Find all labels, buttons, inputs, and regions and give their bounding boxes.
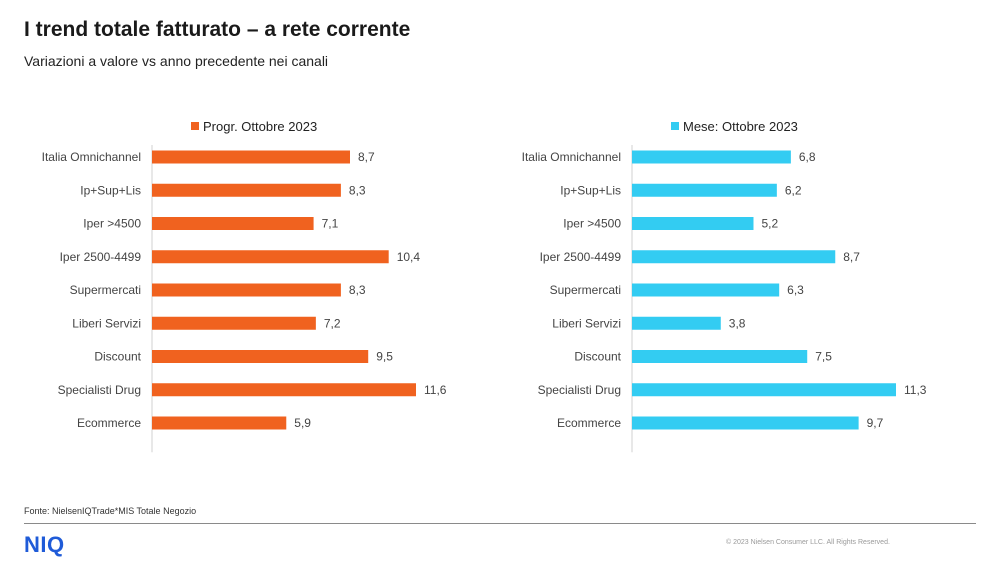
progressive-category-label: Specialisti Drug xyxy=(58,383,141,397)
month-bar xyxy=(632,250,836,264)
progressive-bar xyxy=(152,183,341,197)
month-value-label: 6,8 xyxy=(799,150,816,164)
progressive-value-label: 5,9 xyxy=(294,416,311,430)
progressive-value-label: 7,2 xyxy=(324,316,341,330)
month-bar xyxy=(632,350,808,363)
page-title: I trend totale fatturato – a rete corren… xyxy=(24,18,411,41)
month-bar xyxy=(632,316,721,330)
progressive-value-label: 8,7 xyxy=(358,150,375,164)
chart-progressive-svg: Progr. Ottobre 2023 Italia Omnichannel 8,7… xyxy=(42,119,447,453)
progressive-bar xyxy=(152,217,314,230)
progressive-bar xyxy=(152,416,287,430)
month-value-label: 11,3 xyxy=(904,383,927,397)
month-legend-swatch xyxy=(671,122,679,130)
month-value-label: 3,8 xyxy=(729,316,746,330)
month-bar xyxy=(632,416,859,430)
month-category-label: Iper 2500-4499 xyxy=(540,250,622,264)
month-bar xyxy=(632,217,754,230)
progressive-value-label: 7,1 xyxy=(322,217,339,231)
month-value-label: 7,5 xyxy=(815,350,832,364)
progressive-bar xyxy=(152,316,316,330)
source-note: Fonte: NielsenIQTrade*MIS Totale Negozio xyxy=(24,506,197,516)
month-category-label: Discount xyxy=(574,350,621,364)
page-subtitle: Variazioni a valore vs anno precedente n… xyxy=(24,53,329,69)
month-bar xyxy=(632,150,791,164)
month-bar xyxy=(632,183,777,197)
progressive-legend-label: Progr. Ottobre 2023 xyxy=(203,119,317,134)
progressive-bar xyxy=(152,350,369,363)
progressive-category-label: Iper 2500-4499 xyxy=(60,250,142,264)
copyright-note: © 2023 Nielsen Consumer LLC. All Rights … xyxy=(726,539,890,546)
month-legend-label: Mese: Ottobre 2023 xyxy=(683,119,798,134)
progressive-bar xyxy=(152,250,389,264)
month-category-label: Ecommerce xyxy=(557,416,621,430)
month-bar xyxy=(632,383,896,397)
month-category-label: Ip+Sup+Lis xyxy=(560,183,621,197)
progressive-bar xyxy=(152,383,416,397)
progressive-bar xyxy=(152,150,350,164)
niq-logo: NIQ xyxy=(24,532,65,557)
month-category-label: Supermercati xyxy=(550,283,621,297)
month-value-label: 8,7 xyxy=(843,250,860,264)
progressive-value-label: 8,3 xyxy=(349,283,366,297)
progressive-value-label: 8,3 xyxy=(349,183,366,197)
progressive-category-label: Ecommerce xyxy=(77,416,141,430)
month-category-label: Iper >4500 xyxy=(563,217,621,231)
month-value-label: 6,3 xyxy=(787,283,804,297)
month-category-label: Liberi Servizi xyxy=(552,316,621,330)
progressive-category-label: Ip+Sup+Lis xyxy=(80,183,141,197)
progressive-legend-swatch xyxy=(191,122,199,130)
progressive-category-label: Supermercati xyxy=(70,283,141,297)
month-category-label: Specialisti Drug xyxy=(538,383,621,397)
progressive-category-label: Liberi Servizi xyxy=(72,316,141,330)
footer-divider xyxy=(24,523,976,524)
progressive-value-label: 10,4 xyxy=(397,250,421,264)
progressive-bar xyxy=(152,283,341,297)
month-value-label: 5,2 xyxy=(761,217,778,231)
progressive-category-label: Discount xyxy=(94,350,141,364)
progressive-category-label: Iper >4500 xyxy=(83,217,141,231)
chart-month-svg: Mese: Ottobre 2023 Italia Omnichannel 6,8 I… xyxy=(522,119,927,453)
month-category-label: Italia Omnichannel xyxy=(522,150,621,164)
chart-progressive: Progr. Ottobre 2023 Italia Omnichannel 8,7… xyxy=(0,112,460,462)
month-value-label: 6,2 xyxy=(785,183,802,197)
progressive-category-label: Italia Omnichannel xyxy=(42,150,141,164)
month-value-label: 9,7 xyxy=(867,416,884,430)
chart-month: Mese: Ottobre 2023 Italia Omnichannel 6,8 I… xyxy=(480,112,940,462)
month-bar xyxy=(632,283,780,297)
progressive-value-label: 9,5 xyxy=(376,350,393,364)
progressive-value-label: 11,6 xyxy=(424,383,447,397)
